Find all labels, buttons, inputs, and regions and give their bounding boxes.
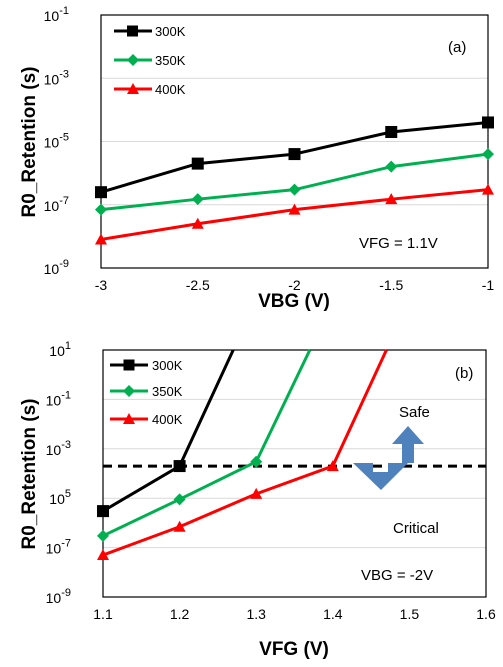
panel-b-gridlines	[103, 398, 486, 549]
x-tick-label: 1.6	[476, 606, 496, 622]
legend-b-400k-label: 400K	[152, 412, 183, 427]
panel-a-y-ticks: 10-9 10-7 10-5 10-3 10-1	[44, 5, 69, 277]
panel-a-series	[95, 116, 494, 245]
legend-a-300k-marker	[127, 25, 138, 37]
data-point-350k	[482, 148, 494, 161]
x-tick-label: -2.5	[186, 277, 210, 293]
data-point-350k	[385, 160, 398, 173]
data-point-400k	[385, 193, 398, 205]
data-point-400k	[288, 203, 301, 215]
y-tick-label: 10-1	[44, 5, 69, 24]
data-point-400k	[95, 233, 107, 245]
panel-b-plot-frame	[102, 349, 487, 598]
panel-a-plot-frame	[100, 14, 489, 269]
double-headed-arrow-icon	[353, 426, 424, 490]
panel-b-y-ticks: 10-9 10-7 105 10-3 10-1 101	[46, 340, 71, 606]
data-point-400k	[250, 487, 263, 499]
series-line-300k	[102, 349, 235, 513]
panel-b-x-ticks: 1.1 1.2 1.3 1.4 1.5 1.6	[93, 606, 496, 622]
panel-a-legend: 300K 350K 400K	[114, 24, 186, 97]
y-tick-label: 10-7	[44, 195, 69, 214]
panel-b-series	[97, 349, 388, 561]
data-point-350k	[95, 203, 107, 216]
y-tick-label: 101	[49, 340, 71, 359]
critical-label: Critical	[393, 520, 439, 537]
legend-a-350k-label: 350K	[155, 53, 186, 68]
data-point-300k	[173, 460, 186, 473]
panel-a-annotation: VFG = 1.1V	[359, 235, 438, 252]
panel-a-y-axis-title: R0_Retention (s)	[19, 67, 40, 218]
data-point-400k	[482, 183, 494, 195]
legend-a-400k-label: 400K	[155, 82, 186, 97]
safe-label: Safe	[399, 404, 430, 421]
y-tick-label: 105	[49, 488, 71, 507]
panel-a: 10-910-710-510-310-1 -3 -2.5 -2 -1.5 -1 (a) …	[19, 5, 494, 312]
x-tick-label: 1.3	[246, 606, 266, 622]
x-tick-label: 1.4	[323, 606, 343, 622]
data-point-300k	[482, 116, 494, 129]
data-point-400k	[191, 217, 204, 229]
data-point-400k	[173, 520, 186, 532]
x-tick-label: 1.5	[400, 606, 420, 622]
data-point-400k	[97, 549, 109, 561]
x-tick-label: 1.2	[170, 606, 190, 622]
panel-b-legend: 300K 350K 400K	[110, 358, 183, 427]
x-tick-label: -2	[288, 277, 301, 293]
data-point-300k	[288, 148, 301, 161]
data-point-350k	[191, 193, 204, 206]
panel-a-label: (a)	[448, 39, 466, 56]
panel-b-x-axis-title: VFG (V)	[259, 639, 329, 660]
legend-b-300k-marker	[123, 359, 135, 371]
legend-b-300k-label: 300K	[152, 358, 183, 373]
series-line-400k	[102, 349, 388, 557]
legend-a-350k-marker	[127, 54, 139, 66]
panel-b-label: (b)	[455, 365, 473, 382]
data-point-350k	[250, 455, 263, 468]
panel-a-x-ticks: -3 -2.5 -2 -1.5 -1	[95, 277, 495, 293]
series-line-350k	[100, 152, 489, 212]
x-tick-label: 1.1	[93, 606, 113, 622]
legend-b-350k-label: 350K	[152, 384, 183, 399]
data-point-350k	[173, 493, 186, 506]
series-line-350k	[102, 349, 312, 538]
x-tick-label: -1.5	[379, 277, 403, 293]
panel-b-y-axis-title: R0_Retention (s)	[19, 399, 40, 550]
legend-a-400k-marker	[127, 83, 139, 94]
data-point-350k	[97, 529, 109, 542]
legend-b-350k-marker	[123, 385, 135, 397]
y-tick-label: 10-9	[44, 258, 69, 277]
data-point-300k	[97, 505, 109, 518]
y-tick-label: 10-9	[46, 587, 71, 606]
y-tick-label: 10-3	[44, 68, 69, 87]
data-point-400k	[326, 460, 339, 472]
y-tick-label: 10-3	[46, 439, 71, 458]
y-tick-label: 10-5	[44, 132, 69, 151]
data-point-300k	[191, 157, 204, 170]
legend-b-400k-marker	[123, 413, 135, 424]
data-point-300k	[385, 125, 398, 138]
panel-b-annotation: VBG = -2V	[361, 567, 433, 584]
y-tick-label: 10-7	[46, 538, 71, 557]
x-tick-label: -1	[482, 277, 495, 293]
legend-a-300k-label: 300K	[155, 24, 186, 39]
panel-a-x-axis-title: VBG (V)	[258, 291, 330, 312]
data-point-350k	[288, 183, 301, 196]
y-tick-label: 10-1	[46, 389, 71, 408]
data-point-300k	[95, 186, 107, 199]
x-tick-label: -3	[95, 277, 108, 293]
